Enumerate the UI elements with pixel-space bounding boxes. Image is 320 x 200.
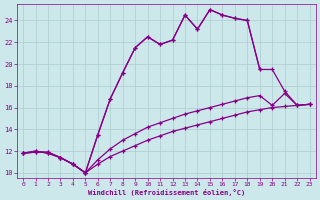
X-axis label: Windchill (Refroidissement éolien,°C): Windchill (Refroidissement éolien,°C) bbox=[88, 189, 245, 196]
